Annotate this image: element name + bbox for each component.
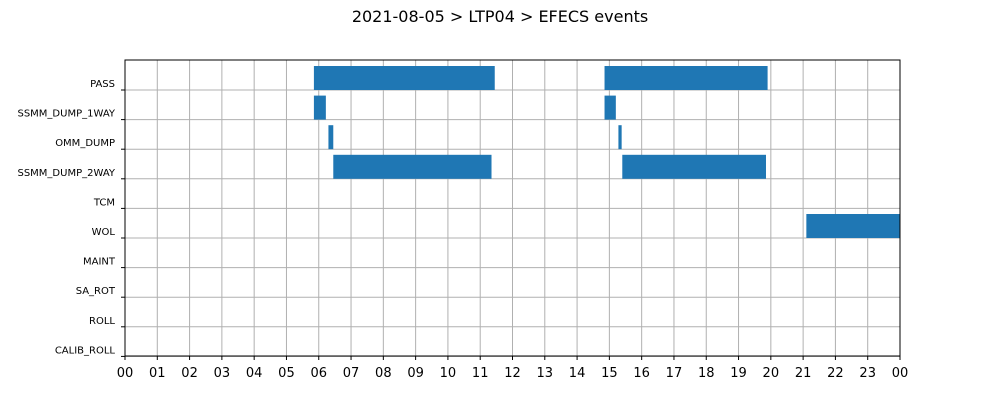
event-bars (313, 66, 900, 238)
x-tick-label: 09 (407, 366, 424, 381)
x-tick-label: 04 (246, 366, 263, 381)
x-tick-label: 23 (859, 366, 876, 381)
x-tick-label: 18 (698, 366, 715, 381)
y-axis: PASS SSMM_DUMP_1WAY OMM_DUMP SSMM_DUMP_2WAY… (17, 79, 125, 357)
y-tick-label: SSMM_DUMP_2WAY (17, 168, 115, 179)
event-bar (604, 66, 768, 90)
y-tick-label: TCM (93, 197, 115, 208)
x-tick-label: 08 (375, 366, 392, 381)
y-tick-label: ROLL (89, 316, 115, 327)
event-bar (604, 95, 616, 120)
y-tick-label: WOL (92, 227, 116, 238)
y-tick-label: MAINT (83, 257, 116, 268)
event-bar (333, 154, 492, 179)
y-tick-label: SSMM_DUMP_1WAY (17, 109, 115, 120)
x-tick-label: 20 (763, 366, 780, 381)
event-bar (313, 95, 326, 120)
x-tick-label: 06 (310, 366, 327, 381)
x-tick-label: 15 (601, 366, 618, 381)
x-tick-label: 05 (278, 366, 295, 381)
y-tick-label: PASS (90, 79, 115, 90)
x-tick-label: 19 (730, 366, 747, 381)
y-tick-label: OMM_DUMP (55, 138, 115, 149)
x-tick-label: 00 (892, 366, 909, 381)
x-tick-label: 02 (181, 366, 198, 381)
x-tick-label: 00 (117, 366, 134, 381)
x-tick-label: 14 (569, 366, 586, 381)
event-bar (806, 214, 900, 238)
y-tick-label: CALIB_ROLL (55, 345, 116, 356)
x-tick-label: 03 (214, 366, 231, 381)
chart-title: 2021-08-05 > LTP04 > EFECS events (352, 7, 648, 26)
event-bar (328, 125, 334, 150)
x-tick-label: 01 (149, 366, 166, 381)
x-axis: 00 01 02 03 04 05 06 07 08 09 10 11 12 13 14 15 16 17 18 19… (117, 356, 909, 381)
y-tick-label: SA_ROT (76, 286, 116, 297)
x-tick-label: 16 (633, 366, 650, 381)
event-bar (618, 125, 622, 150)
event-bar (313, 66, 495, 90)
x-tick-label: 11 (472, 366, 489, 381)
grid (124, 60, 901, 357)
x-tick-label: 12 (504, 366, 521, 381)
x-tick-label: 21 (795, 366, 812, 381)
x-tick-label: 13 (537, 366, 554, 381)
x-tick-label: 10 (440, 366, 457, 381)
x-tick-label: 07 (343, 366, 360, 381)
x-tick-label: 22 (827, 366, 844, 381)
x-tick-label: 17 (666, 366, 683, 381)
event-bar (622, 154, 766, 179)
